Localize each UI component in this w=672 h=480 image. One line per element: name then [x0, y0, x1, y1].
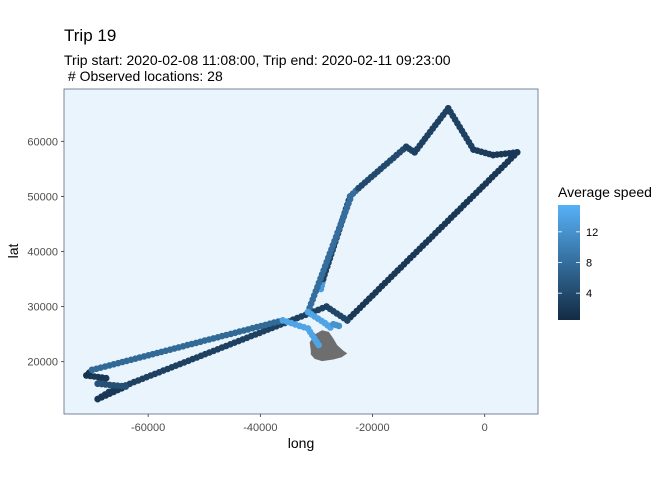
x-tick-label: -40000 [243, 422, 277, 434]
track-point [315, 341, 323, 349]
plot-panel [63, 88, 539, 415]
y-tick-label: 40000 [27, 247, 58, 259]
legend-title: Average speed [558, 184, 652, 200]
y-tick-label: 60000 [27, 136, 58, 148]
y-axis-title: lat [5, 244, 21, 259]
y-tick-label: 50000 [27, 191, 58, 203]
x-tick-label: -20000 [355, 422, 389, 434]
x-tick-label: -60000 [131, 422, 165, 434]
x-tick-label: 0 [482, 422, 488, 434]
chart-subtitle: Trip start: 2020-02-08 11:08:00, Trip en… [64, 52, 451, 84]
y-tick-label: 30000 [27, 302, 58, 314]
x-axis-title: long [288, 435, 314, 451]
legend-tick-label: 12 [586, 227, 598, 239]
legend-tick-label: 8 [586, 258, 592, 270]
legend-colorbar [558, 205, 580, 320]
subtitle-line-1: Trip start: 2020-02-08 11:08:00, Trip en… [64, 52, 451, 68]
legend: Average speed 4 8 12 [558, 184, 652, 320]
chart-title: Trip 19 [64, 26, 117, 45]
subtitle-line-2: # Observed locations: 28 [64, 68, 223, 84]
land-polygon [309, 330, 348, 362]
track-point [335, 322, 343, 330]
y-tick-label: 20000 [27, 357, 58, 369]
legend-tick-label: 4 [586, 288, 592, 300]
